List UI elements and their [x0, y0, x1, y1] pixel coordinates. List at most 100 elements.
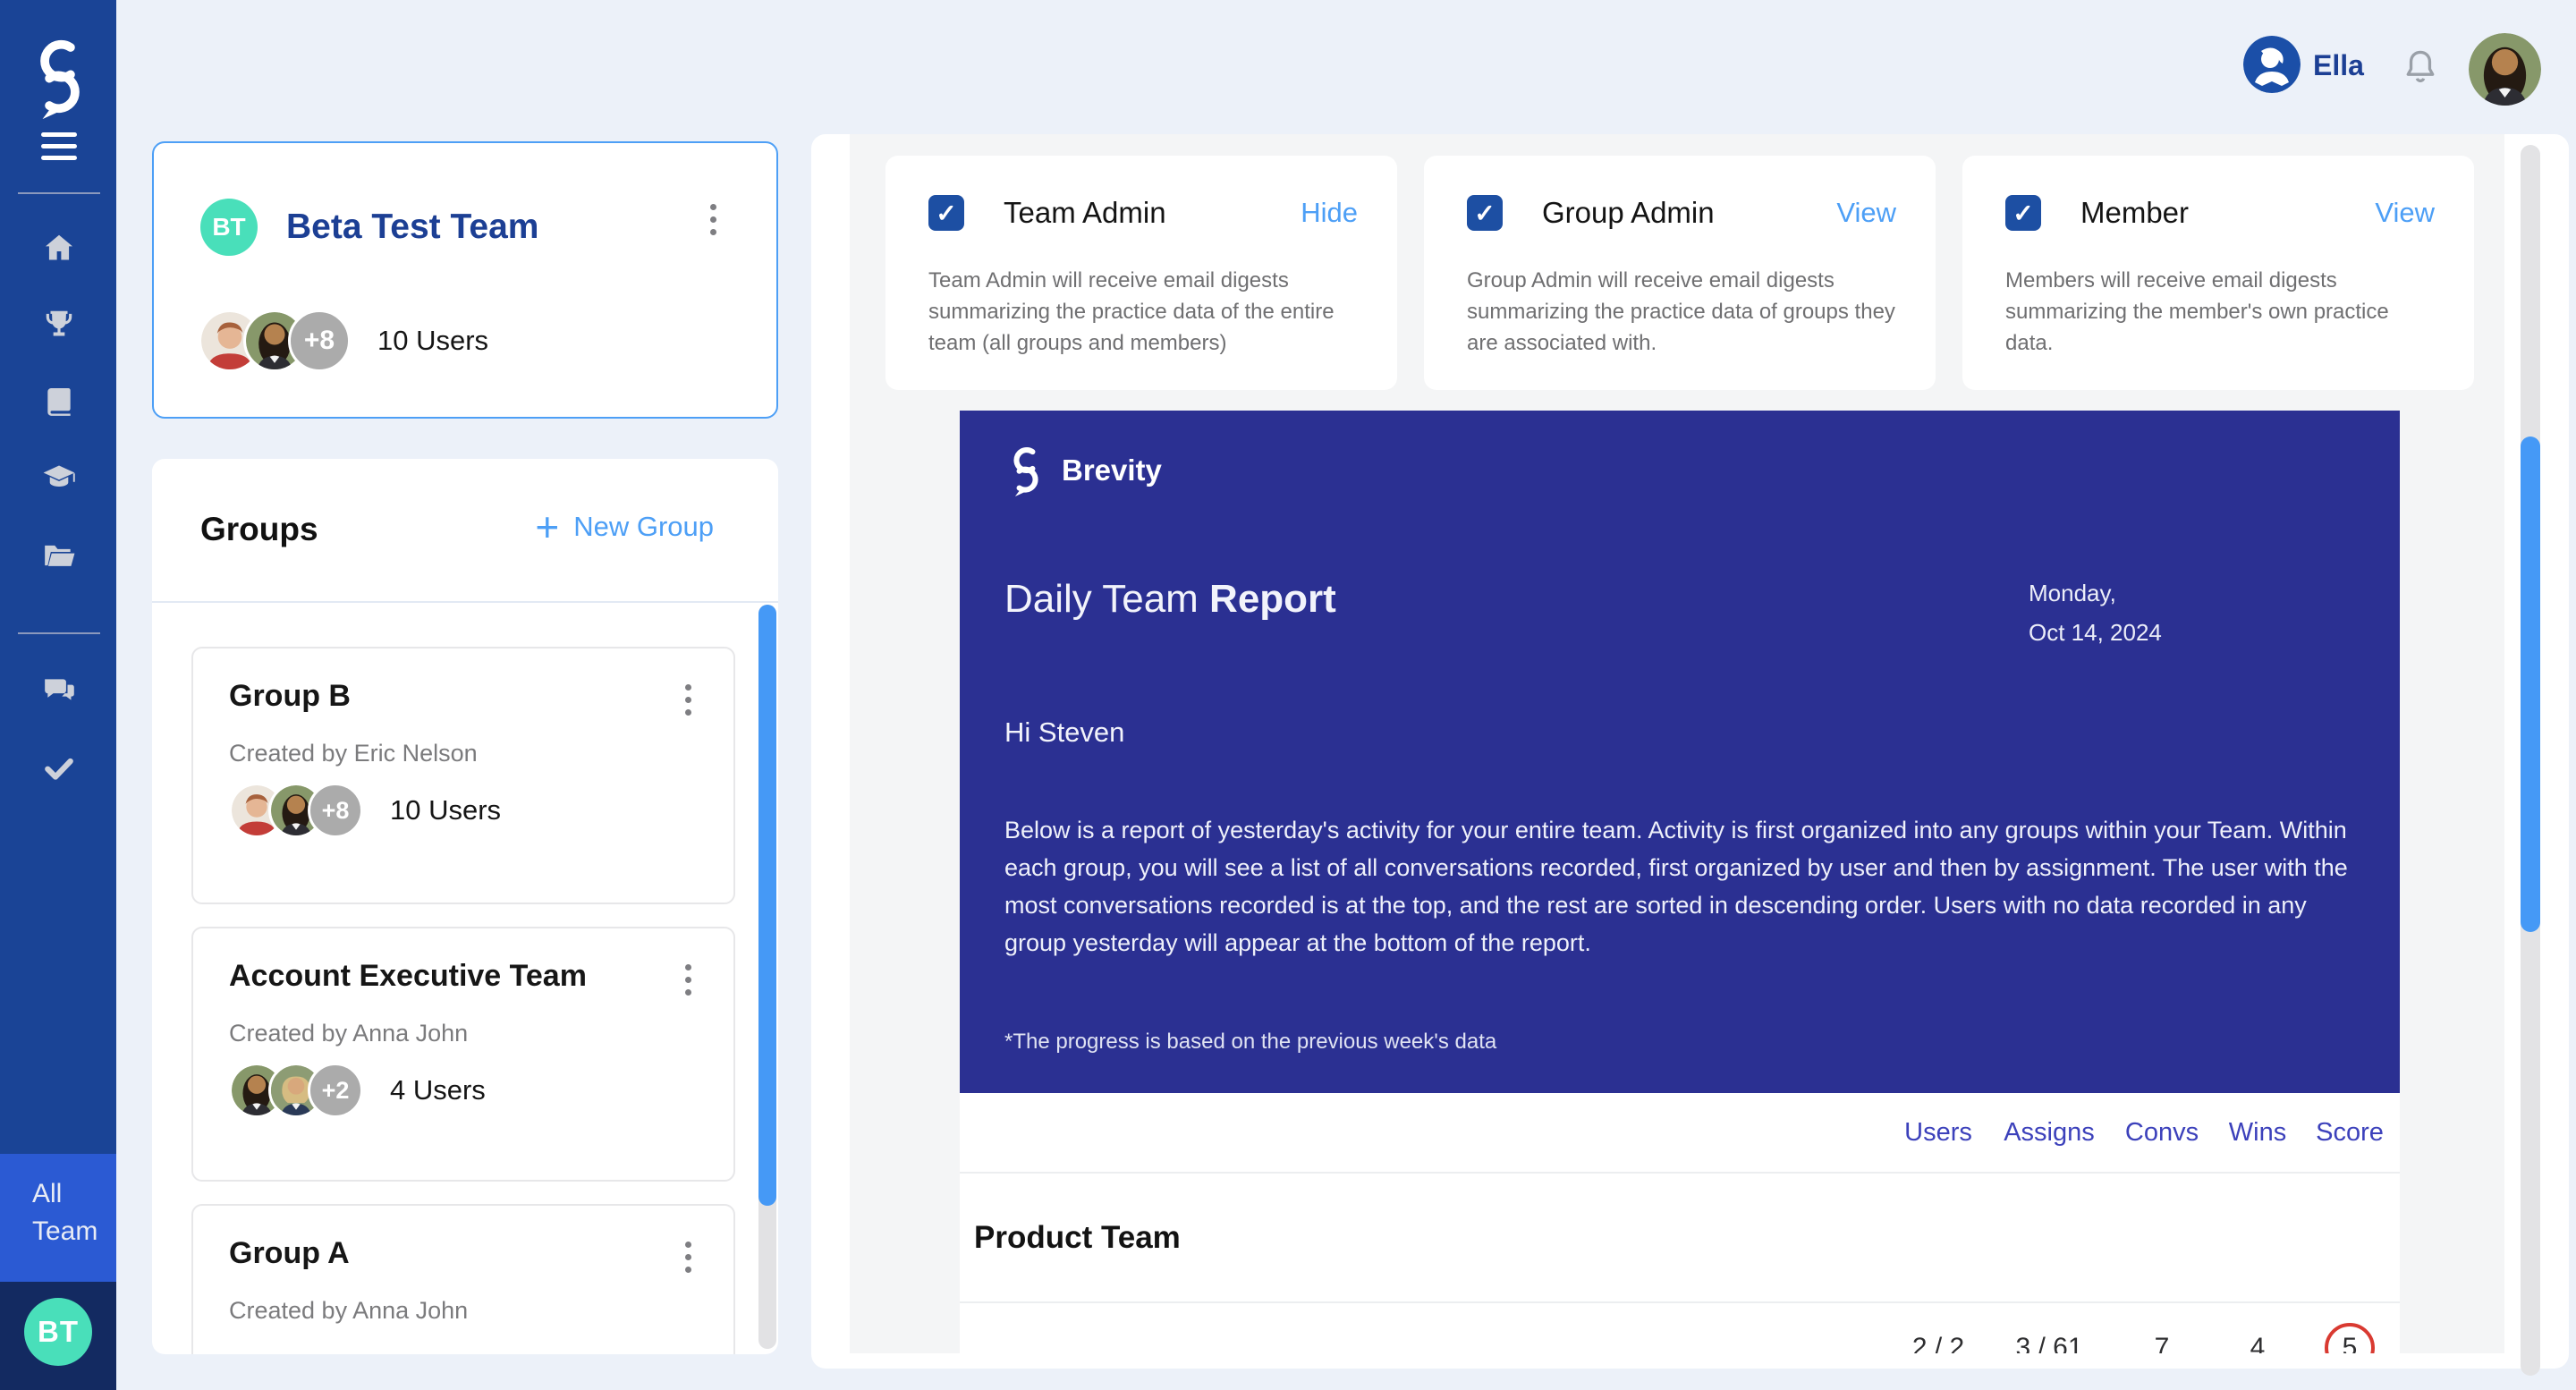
member-checkbox[interactable]: ✓ [2005, 195, 2041, 231]
all-team-label-line2: Team [32, 1216, 98, 1246]
column-link-convs[interactable]: Convs [2124, 1117, 2199, 1147]
group-created-by: Created by Anna John [229, 1297, 469, 1324]
role-title: Team Admin [1004, 196, 1166, 229]
email-date: Monday, Oct 14, 2024 [2029, 573, 2162, 652]
column-link-users[interactable]: Users [1904, 1117, 1972, 1147]
role-card-member: ✓ Member View Members will receive email… [1962, 156, 2474, 390]
email-stats-row: 2 / 2 3 / 61 7 4 5 [960, 1303, 2400, 1353]
email-footnote: *The progress is based on the previous w… [1004, 1030, 1497, 1054]
group-card-group-a[interactable]: Group A Created by Anna John [191, 1204, 735, 1354]
email-group-section: Product Team [960, 1174, 2400, 1303]
role-description: Members will receive email digests summa… [2005, 268, 2389, 355]
email-column-links: Users Assigns Convs Wins Score [960, 1093, 2400, 1174]
overflow-count-badge: +8 [288, 309, 351, 372]
sidebar-divider [18, 192, 100, 194]
sidebar: All Team BT [0, 0, 116, 1390]
group-menu-kebab-icon[interactable] [674, 964, 701, 996]
stat-assigns: 3 / 61 [2015, 1333, 2083, 1353]
team-title: Beta Test Team [286, 208, 539, 246]
column-link-score[interactable]: Score [2316, 1117, 2384, 1147]
folder-icon[interactable] [42, 538, 76, 572]
female-avatar [243, 309, 306, 372]
graduation-cap-icon[interactable] [42, 461, 76, 495]
group-name: Group B [229, 679, 351, 713]
book-icon[interactable] [42, 385, 76, 419]
group-card-account-executive-team[interactable]: Account Executive Team Created by Anna J… [191, 927, 735, 1182]
group-menu-kebab-icon[interactable] [674, 684, 701, 716]
plus-icon: + [535, 503, 560, 550]
team-admin-checkbox[interactable]: ✓ [928, 195, 964, 231]
stat-wins: 4 [2250, 1333, 2266, 1353]
new-group-label: New Group [573, 511, 714, 542]
email-body-text: Below is a report of yesterday's activit… [1004, 817, 2348, 956]
team-members-avatars: +8 10 Users [199, 309, 488, 372]
column-link-assigns[interactable]: Assigns [2004, 1117, 2095, 1147]
new-group-button[interactable]: + New Group [535, 503, 714, 550]
chat-icon[interactable] [42, 674, 76, 708]
home-icon[interactable] [42, 231, 76, 265]
bell-icon[interactable] [2401, 47, 2440, 88]
team-avatar: BT [200, 199, 258, 256]
check-icon[interactable] [42, 751, 76, 785]
stat-users: 2 / 2 [1911, 1333, 1965, 1353]
team-initials-avatar[interactable]: BT [24, 1298, 92, 1366]
email-date-line2: Oct 14, 2024 [2029, 619, 2162, 646]
role-title: Group Admin [1542, 196, 1715, 229]
brevity-logo-icon [25, 36, 95, 120]
team-summary-card: BT Beta Test Team +8 10 Users [152, 141, 778, 419]
group-created-by: Created by Eric Nelson [229, 740, 478, 767]
stat-score: 5 [2309, 1323, 2391, 1353]
group-created-by: Created by Anna John [229, 1020, 469, 1047]
email-greeting: Hi Steven [1004, 716, 1125, 748]
group-name: Group A [229, 1236, 350, 1270]
group-users-count: 10 Users [390, 794, 502, 826]
email-digest-preview: Brevity Daily Team Report Monday, Oct 14… [960, 411, 2400, 1353]
brand-name: Brevity [1062, 453, 1162, 487]
group-members-avatars: +2 4 Users [229, 1063, 486, 1118]
group-card-group-b[interactable]: Group B Created by Eric Nelson +8 10 Use… [191, 647, 735, 904]
group-name: Account Executive Team [229, 959, 587, 993]
main-scroll-area: ✓ Team Admin Hide Team Admin will receiv… [850, 134, 2504, 1353]
profile-photo-avatar[interactable] [2469, 33, 2541, 106]
sidebar-footer: BT [0, 1282, 116, 1390]
current-user-name[interactable]: Ella [2313, 49, 2364, 81]
view-link[interactable]: View [1836, 197, 1896, 228]
group-menu-kebab-icon[interactable] [674, 1242, 701, 1273]
role-description: Group Admin will receive email digests s… [1467, 268, 1895, 355]
main-scrollbar-thumb[interactable] [2521, 436, 2540, 932]
email-header: Brevity Daily Team Report Monday, Oct 14… [960, 411, 2400, 1093]
group-admin-checkbox[interactable]: ✓ [1467, 195, 1503, 231]
trophy-icon[interactable] [42, 307, 76, 341]
role-title: Member [2080, 196, 2190, 229]
email-brand: Brevity [1003, 445, 1162, 496]
overflow-count-badge: +8 [308, 783, 363, 838]
stat-convs: 7 [2154, 1333, 2170, 1353]
male-avatar [199, 309, 261, 372]
score-circle-badge: 5 [2325, 1323, 2375, 1353]
sidebar-item-all-team[interactable]: All Team [0, 1154, 116, 1282]
hamburger-menu-icon[interactable] [41, 132, 77, 167]
groups-title: Groups [200, 511, 318, 547]
role-cards-row: ✓ Team Admin Hide Team Admin will receiv… [886, 156, 2474, 390]
team-menu-kebab-icon[interactable] [699, 204, 726, 235]
group-users-count: 4 Users [390, 1074, 486, 1106]
view-link[interactable]: View [2375, 197, 2435, 228]
groups-panel: Groups + New Group Group B Created by Er… [152, 459, 778, 1354]
sidebar-divider [18, 632, 100, 634]
role-card-team-admin: ✓ Team Admin Hide Team Admin will receiv… [886, 156, 1397, 390]
team-users-count: 10 Users [377, 325, 489, 356]
brevity-logo-icon [1013, 447, 1038, 496]
role-card-group-admin: ✓ Group Admin View Group Admin will rece… [1424, 156, 1936, 390]
main-scrollbar[interactable] [2521, 145, 2540, 1376]
section-title: Product Team [974, 1219, 1181, 1255]
hide-link[interactable]: Hide [1301, 197, 1358, 228]
user-chip-icon[interactable] [2243, 36, 2301, 93]
groups-scrollbar[interactable] [758, 605, 776, 1349]
groups-divider [152, 601, 778, 603]
column-link-wins[interactable]: Wins [2228, 1117, 2287, 1147]
all-team-label-line1: All [32, 1179, 63, 1208]
overflow-count-badge: +2 [308, 1063, 363, 1118]
groups-scrollbar-thumb[interactable] [758, 605, 776, 1206]
role-description: Team Admin will receive email digests su… [928, 268, 1335, 355]
